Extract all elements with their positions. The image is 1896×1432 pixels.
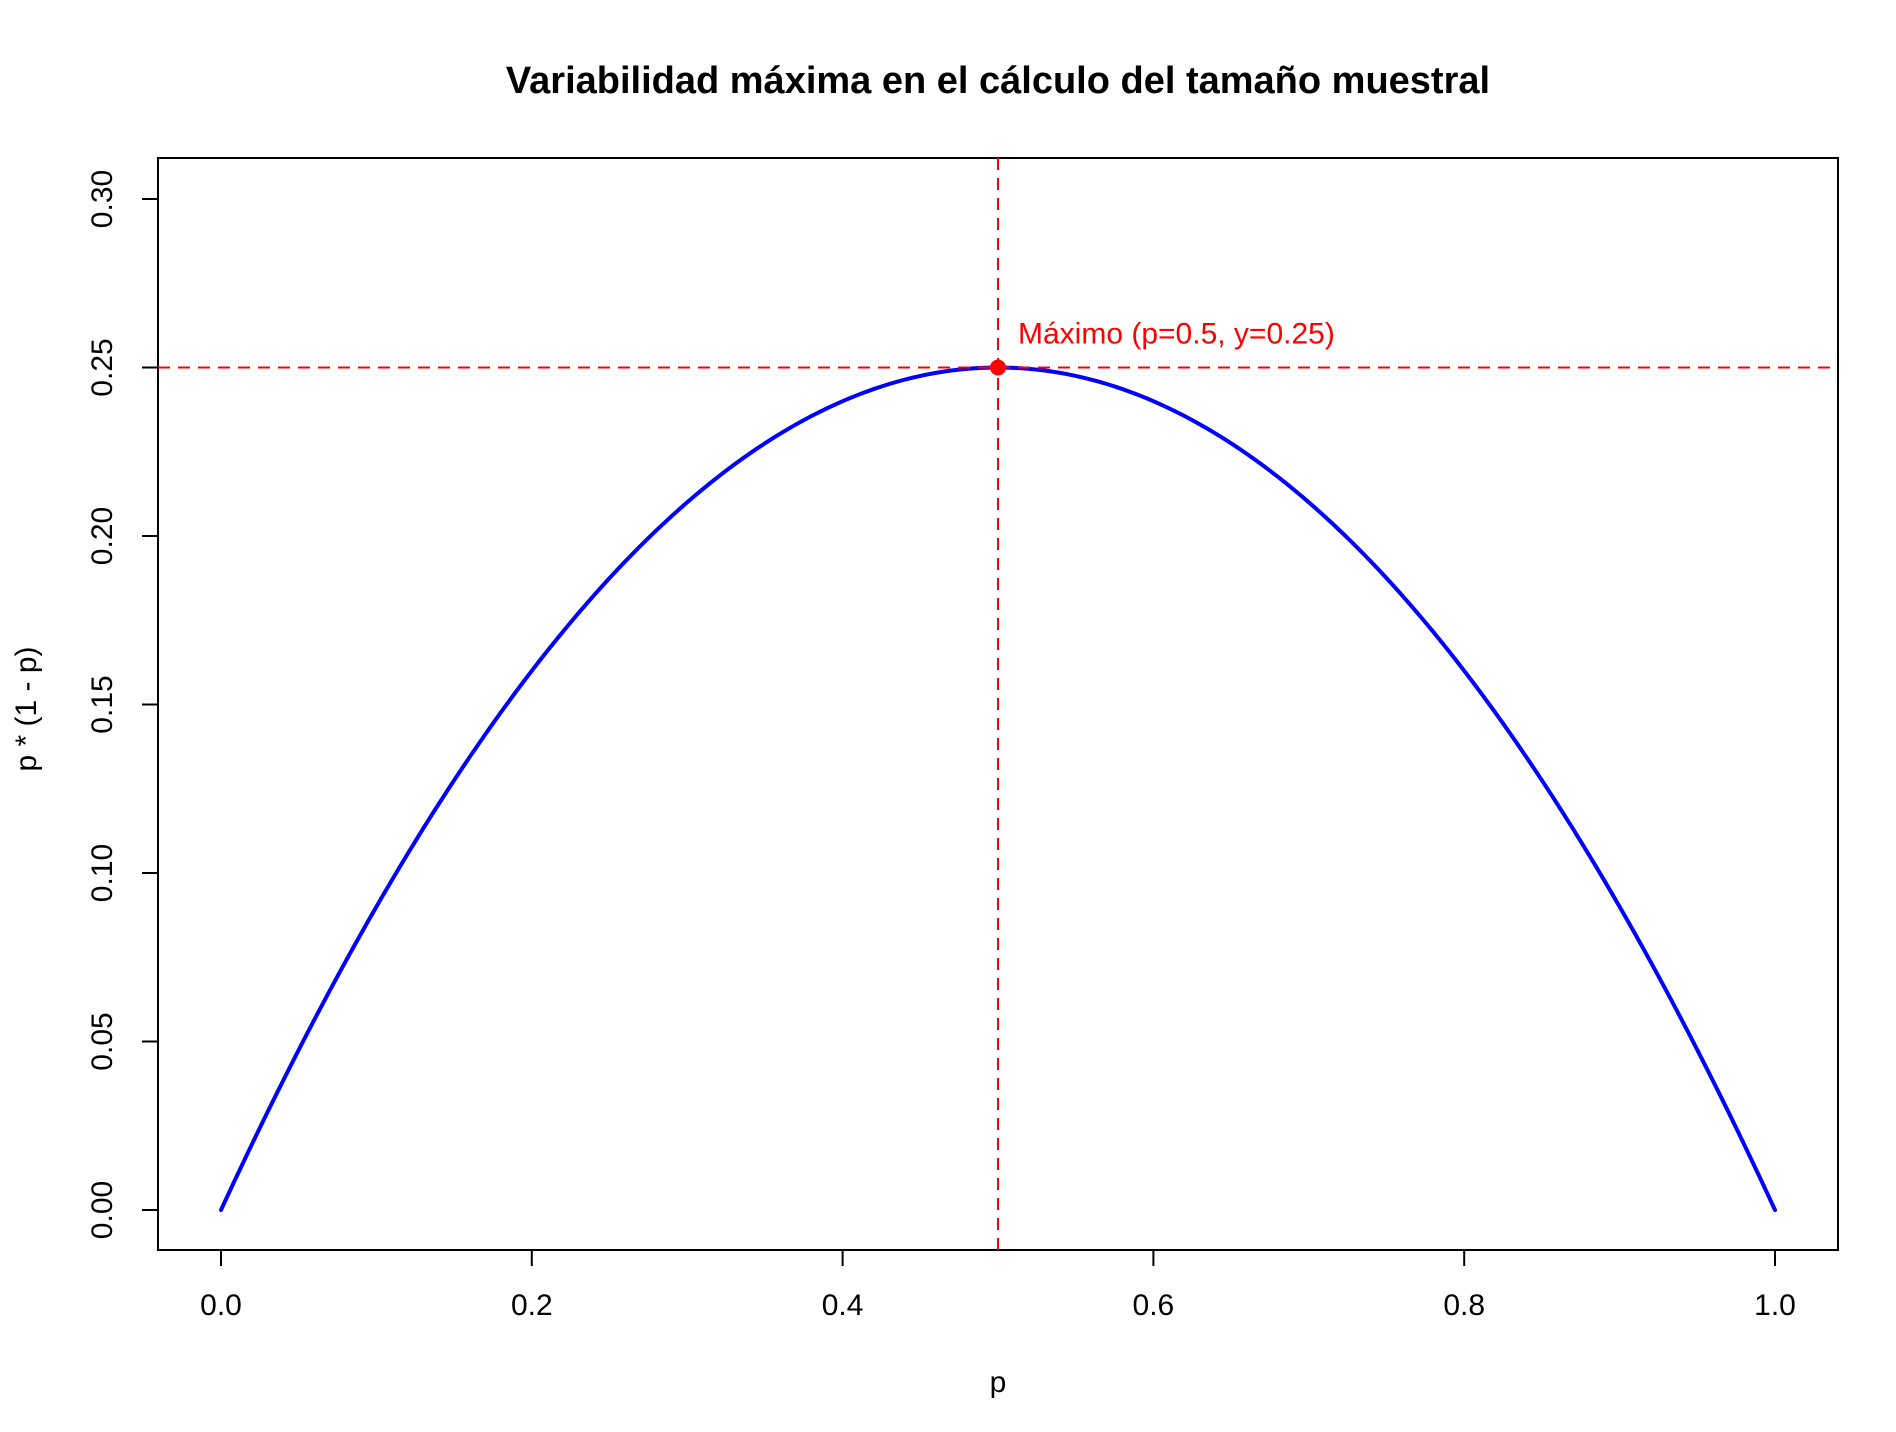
y-tick-label: 0.05 <box>86 1012 119 1070</box>
x-tick-label: 0.2 <box>511 1289 553 1322</box>
y-axis-label: p * (1 - p) <box>10 646 43 771</box>
y-tick-label: 0.00 <box>86 1181 119 1239</box>
x-tick-label: 0.8 <box>1443 1289 1485 1322</box>
plot-area: 0.0 0.2 0.4 0.6 0.8 1.0 0.00 0.05 0.10 0.15 0.20 0.… <box>86 157 1839 1322</box>
x-tick-label: 1.0 <box>1754 1289 1796 1322</box>
y-tick-label: 0.20 <box>86 507 119 565</box>
maximum-annotation: Máximo (p=0.5, y=0.25) <box>1018 318 1335 351</box>
y-tick-label: 0.25 <box>86 338 119 396</box>
y-tick-label: 0.10 <box>86 844 119 902</box>
chart-title: Variabilidad máxima en el cálculo del ta… <box>506 60 1490 102</box>
x-axis-label: p <box>990 1366 1007 1399</box>
maximum-point <box>990 359 1006 376</box>
y-tick-label: 0.30 <box>86 170 119 228</box>
x-tick-label: 0.4 <box>822 1289 864 1322</box>
x-tick-label: 0.0 <box>200 1289 242 1322</box>
y-tick-label: 0.15 <box>86 675 119 733</box>
x-tick-label: 0.6 <box>1133 1289 1175 1322</box>
